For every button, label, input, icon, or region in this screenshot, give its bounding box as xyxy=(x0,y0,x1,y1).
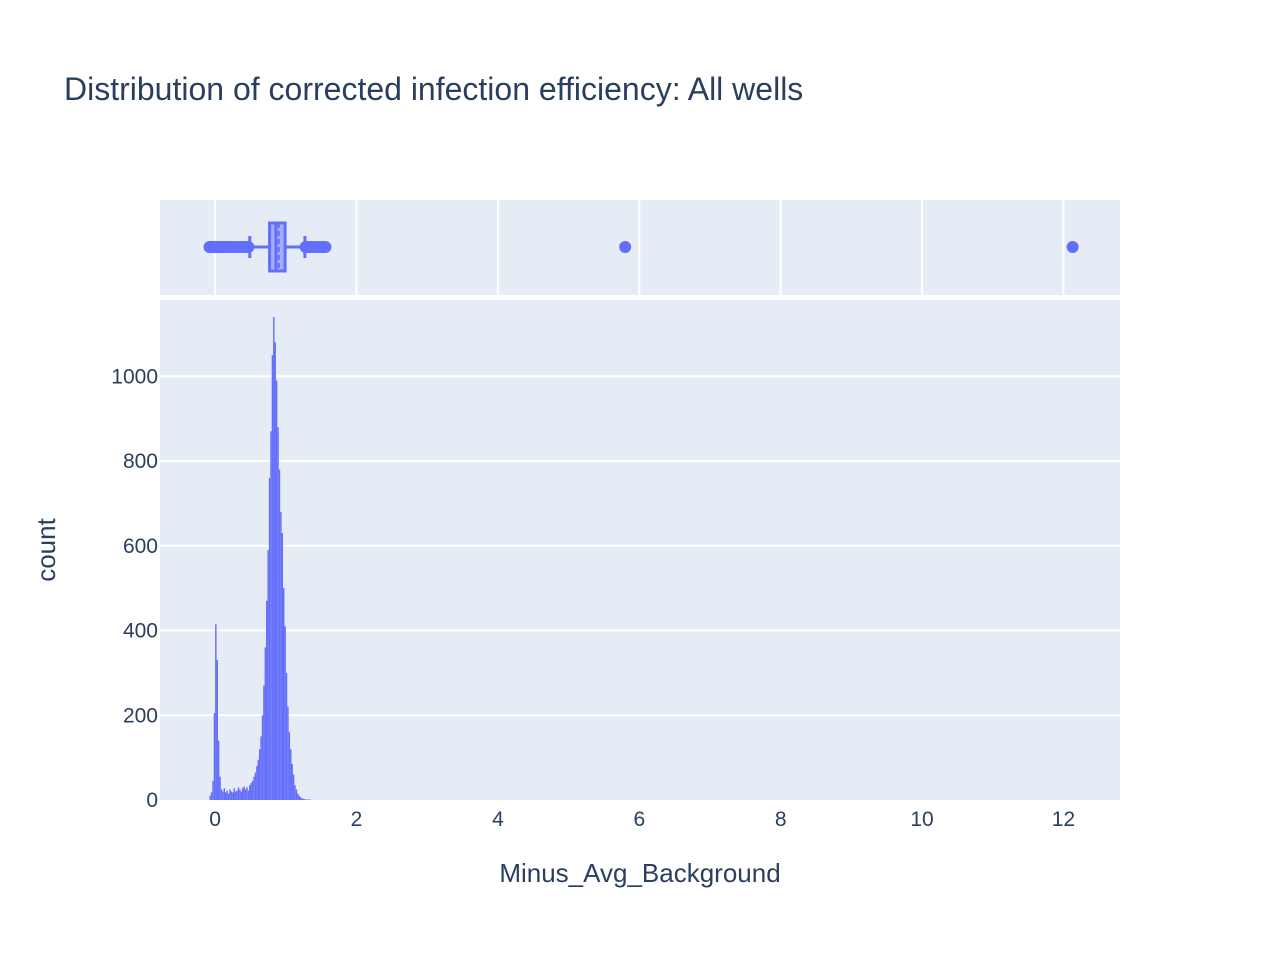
histogram-bar xyxy=(256,766,258,800)
histogram-bar xyxy=(220,789,223,800)
histogram-bar xyxy=(237,787,240,800)
histogram-bar xyxy=(298,795,300,800)
histogram-bar xyxy=(246,787,248,800)
histogram-bar xyxy=(240,791,243,800)
histogram-bar xyxy=(260,736,262,800)
histogram-bar xyxy=(295,789,298,800)
histogram-bar xyxy=(239,789,241,800)
histogram-bar xyxy=(283,588,285,800)
chart-title: Distribution of corrected infection effi… xyxy=(64,71,803,107)
x-tick-label: 4 xyxy=(492,808,504,831)
histogram-bar xyxy=(266,600,268,800)
histogram-bar xyxy=(243,786,245,800)
histogram-bar xyxy=(275,380,278,800)
x-tick-label: 8 xyxy=(775,808,787,831)
histogram-background xyxy=(160,300,1120,800)
histogram-bar xyxy=(257,759,259,800)
histogram-bar xyxy=(229,789,231,800)
histogram-bar xyxy=(247,790,250,800)
histogram-bar xyxy=(274,342,276,800)
histogram-bar xyxy=(273,316,275,800)
histogram-bar xyxy=(304,799,306,800)
box-outlier-point xyxy=(619,241,632,253)
histogram-bar xyxy=(297,793,299,800)
histogram-bar xyxy=(217,740,220,800)
histogram-bar xyxy=(301,798,303,800)
histogram-panel: 0 200 400 600 800 1000 0 2 4 6 8 10 12 xyxy=(111,300,1120,831)
histogram-bar xyxy=(281,533,284,800)
box-outlier-point xyxy=(1066,241,1079,253)
y-tick-label: 400 xyxy=(123,620,158,643)
histogram-bar xyxy=(290,749,292,800)
histogram-bar xyxy=(216,660,218,800)
histogram-bar xyxy=(223,788,226,800)
histogram-bar xyxy=(213,713,216,800)
histogram-bar xyxy=(225,792,227,800)
histogram-bar xyxy=(251,780,254,800)
chart-labels: Distribution of corrected infection effi… xyxy=(31,71,803,888)
histogram-bar xyxy=(299,797,302,800)
histogram-bar xyxy=(302,798,305,800)
x-axis-title: Minus_Avg_Background xyxy=(499,858,780,888)
histogram-bar xyxy=(271,355,274,800)
histogram-bar xyxy=(278,469,281,800)
y-tick-label: 0 xyxy=(146,789,158,812)
x-tick-label: 10 xyxy=(910,808,933,831)
histogram-bar xyxy=(285,672,288,800)
x-tick-label: 2 xyxy=(351,808,363,831)
histogram-bar xyxy=(267,550,269,800)
histogram-bar xyxy=(280,511,282,800)
histogram-bar xyxy=(227,793,230,800)
histogram-bar xyxy=(277,427,279,800)
histogram-bar xyxy=(250,783,252,800)
histogram-bar xyxy=(261,715,264,800)
x-tick-label: 6 xyxy=(633,808,645,831)
histogram-bar xyxy=(212,780,214,800)
histogram-bar xyxy=(284,626,286,800)
histogram-bar xyxy=(249,785,251,800)
histogram-bar xyxy=(233,788,235,800)
histogram-bar xyxy=(294,785,296,800)
histogram-bar xyxy=(236,790,238,800)
histogram-bar xyxy=(258,749,261,800)
x-tick-label: 0 xyxy=(209,808,221,831)
histogram-bar xyxy=(253,776,255,800)
y-axis-title: count xyxy=(31,517,61,581)
histogram-bar xyxy=(254,772,257,800)
histogram-bar xyxy=(232,792,234,800)
histogram-bar xyxy=(219,776,221,800)
y-tick-label: 800 xyxy=(123,450,158,473)
histogram-bar xyxy=(268,477,271,800)
box-outlier-point xyxy=(242,241,255,253)
histogram-bar xyxy=(234,791,237,800)
histogram-bar xyxy=(242,788,244,800)
histogram-bar xyxy=(291,763,293,800)
histogram-bar xyxy=(270,431,272,800)
y-tick-label: 1000 xyxy=(111,365,158,388)
histogram-bar xyxy=(226,790,228,800)
histogram-bar xyxy=(222,791,224,800)
histogram-bar xyxy=(215,624,217,800)
box-outlier-point xyxy=(319,241,332,253)
y-tick-label: 600 xyxy=(123,535,158,558)
histogram-bar xyxy=(263,685,265,800)
y-tick-label: 200 xyxy=(123,704,158,727)
histogram-bar xyxy=(244,789,247,800)
histogram-bar xyxy=(264,647,267,800)
boxplot-panel xyxy=(160,200,1120,295)
histogram-bar xyxy=(230,791,233,800)
histogram-bar xyxy=(210,792,213,800)
histogram-bar xyxy=(288,732,291,800)
histogram-bar xyxy=(209,795,211,800)
histogram-bar xyxy=(292,774,295,800)
histogram-bar xyxy=(287,706,289,800)
x-tick-label: 12 xyxy=(1052,808,1075,831)
